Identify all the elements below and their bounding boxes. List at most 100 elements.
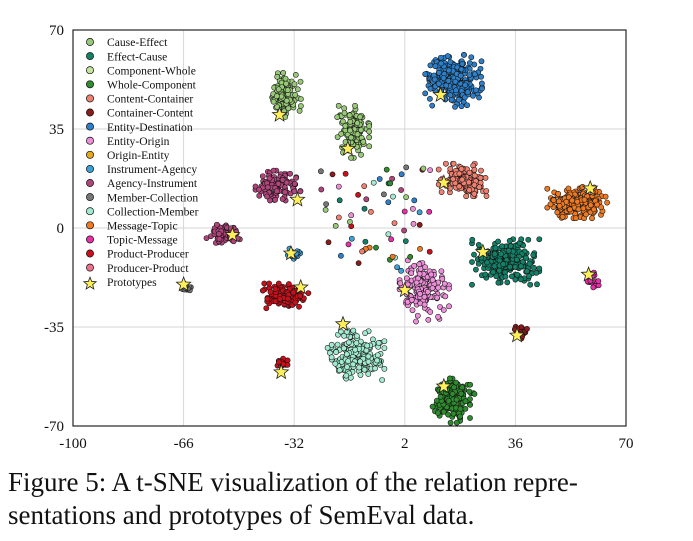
data-point: [353, 340, 360, 346]
data-point: [279, 177, 286, 183]
legend-label: Cause-Effect: [107, 36, 168, 49]
data-point: [443, 82, 450, 89]
data-point: [466, 72, 473, 78]
data-point: [273, 93, 280, 100]
legend-item: Product-Producer: [86, 248, 189, 261]
data-point: [437, 304, 443, 310]
data-point: [275, 180, 282, 187]
data-point: [385, 231, 392, 238]
data-point: [524, 326, 530, 332]
data-point: [458, 166, 465, 172]
data-point: [266, 175, 273, 182]
data-point: [495, 279, 502, 286]
data-point: [370, 179, 377, 186]
legend-item: Container-Content: [86, 107, 194, 120]
data-point: [348, 134, 354, 141]
data-point: [216, 235, 223, 242]
legend-item: Instrument-Agency: [86, 163, 197, 176]
data-point: [389, 175, 395, 182]
data-point: [484, 259, 490, 266]
data-point: [259, 173, 266, 180]
data-point: [465, 179, 472, 186]
data-point: [453, 419, 460, 426]
data-point: [292, 72, 299, 78]
data-point: [479, 85, 485, 92]
data-point: [344, 364, 350, 370]
legend-marker: [86, 122, 94, 131]
data-point: [483, 188, 490, 194]
data-point: [498, 251, 504, 257]
data-point: [280, 70, 287, 76]
legend-item: Prototypes: [82, 276, 157, 290]
data-point: [574, 198, 581, 205]
data-point: [359, 248, 365, 255]
data-point: [446, 285, 452, 292]
data-point: [452, 78, 459, 85]
data-point: [581, 196, 588, 203]
data-point: [443, 160, 449, 167]
data-point: [341, 105, 348, 112]
data-point: [507, 263, 513, 270]
data-point: [352, 102, 358, 109]
data-point: [282, 189, 288, 196]
data-point: [297, 188, 304, 195]
data-point: [413, 318, 419, 325]
data-point: [279, 196, 286, 202]
data-point: [381, 191, 387, 198]
data-point: [506, 238, 513, 244]
data-point: [362, 238, 369, 245]
data-point: [469, 236, 476, 243]
data-point: [354, 333, 360, 339]
data-point: [467, 381, 473, 388]
legend-marker: [86, 94, 94, 103]
data-point: [425, 317, 432, 323]
prototype-star: [334, 315, 352, 332]
data-point: [475, 242, 482, 248]
data-point: [602, 193, 609, 200]
data-point: [391, 220, 398, 226]
legend-label: Origin-Entity: [107, 149, 170, 162]
prototype-star: [396, 281, 413, 298]
data-point: [452, 104, 458, 110]
data-point: [290, 289, 297, 296]
legend-label: Collection-Member: [107, 205, 199, 218]
data-point: [476, 184, 483, 190]
data-point: [270, 167, 277, 174]
data-point: [435, 410, 441, 416]
data-point: [527, 281, 534, 288]
legend-label: Effect-Cause: [107, 50, 167, 63]
data-point: [341, 345, 347, 352]
x-tick-label: 36: [508, 436, 524, 452]
data-point: [267, 289, 274, 295]
data-point: [432, 63, 439, 70]
legend-marker: [86, 52, 94, 61]
data-point: [394, 264, 400, 271]
legend-marker: [86, 221, 94, 230]
data-point: [256, 192, 263, 199]
data-point: [343, 372, 350, 379]
data-point: [450, 160, 457, 167]
data-point: [426, 248, 433, 255]
data-point: [422, 90, 429, 97]
data-point: [357, 358, 363, 365]
data-point: [366, 143, 373, 150]
prototype-stars: [175, 86, 599, 394]
data-point: [505, 247, 512, 254]
data-point: [445, 77, 452, 84]
data-point: [459, 61, 466, 67]
data-point: [483, 193, 490, 199]
prototype-star: [224, 226, 241, 243]
data-point: [518, 236, 525, 243]
data-point: [458, 103, 465, 110]
data-point: [456, 170, 463, 177]
data-point: [388, 236, 394, 243]
data-point: [276, 359, 282, 365]
x-tick-label: 70: [619, 436, 634, 452]
data-point: [462, 406, 469, 412]
legend-item: Member-Collection: [86, 191, 198, 204]
legend-item: Topic-Message: [86, 234, 178, 247]
data-point: [534, 281, 540, 288]
prototype-star: [339, 140, 357, 156]
data-point: [410, 221, 417, 227]
legend-label: Instrument-Agency: [107, 163, 197, 176]
